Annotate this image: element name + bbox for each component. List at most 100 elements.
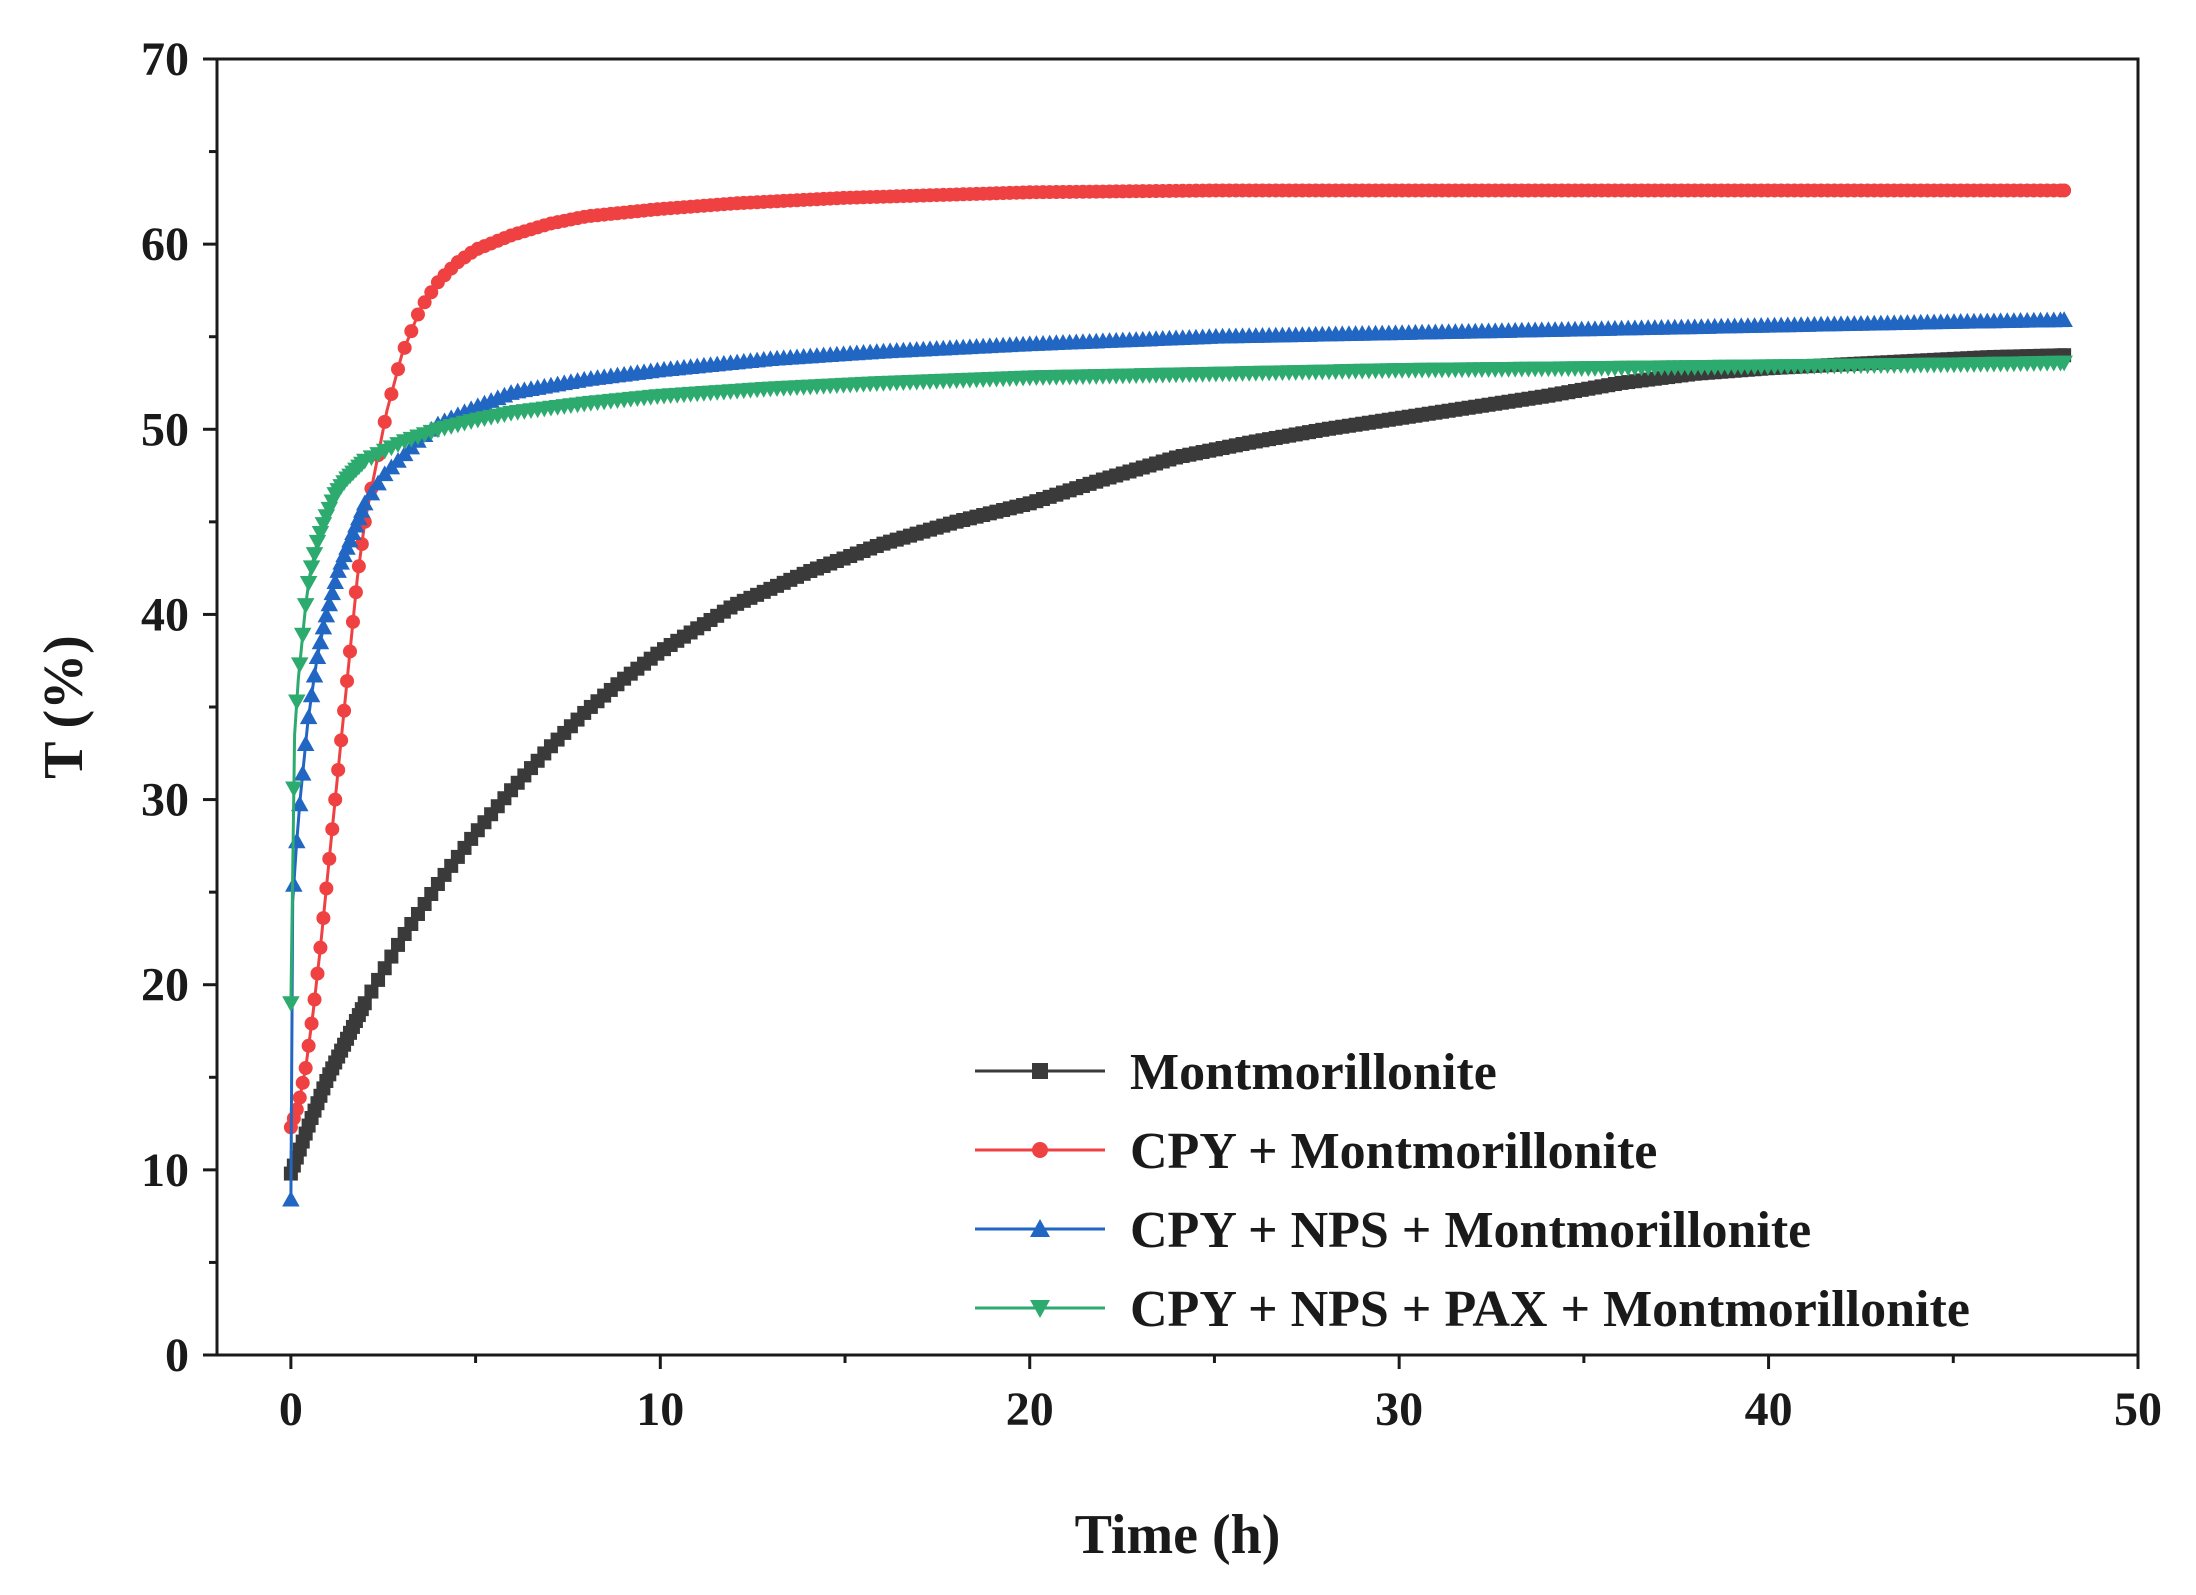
data-point xyxy=(334,733,349,748)
data-point xyxy=(307,992,322,1007)
series-2 xyxy=(283,183,2072,1135)
legend: Montmorillonite CPY + Montmorillonite CPY … xyxy=(975,1044,1970,1338)
data-point xyxy=(320,595,339,612)
data-point xyxy=(404,324,419,339)
data-point xyxy=(371,972,386,987)
data-point xyxy=(319,881,334,896)
data-point xyxy=(291,795,309,812)
data-point xyxy=(345,614,360,629)
data-point xyxy=(348,585,363,600)
data-point xyxy=(316,911,331,926)
data-point xyxy=(305,547,324,563)
data-point xyxy=(391,937,406,952)
y-tick-label-0: 0 xyxy=(165,1329,189,1382)
legend-item-3: CPY + NPS + Montmorillonite xyxy=(975,1202,1811,1259)
data-point xyxy=(304,1016,319,1031)
y-tick-label-60: 60 xyxy=(141,218,189,271)
data-point xyxy=(331,762,346,777)
data-point xyxy=(329,562,347,578)
data-point xyxy=(302,686,321,703)
data-point xyxy=(311,633,330,650)
y-tick-label-10: 10 xyxy=(141,1144,189,1197)
legend-item-4: CPY + NPS + PAX + Montmorillonite xyxy=(975,1281,1970,1338)
data-point xyxy=(340,674,355,689)
data-point xyxy=(357,996,372,1011)
legend-marker-4 xyxy=(1030,1300,1050,1318)
legend-item-2: CPY + Montmorillonite xyxy=(975,1123,1657,1180)
legend-label-4: CPY + NPS + PAX + Montmorillonite xyxy=(1130,1281,1970,1338)
data-point xyxy=(295,1075,310,1090)
x-tick-label-40: 40 xyxy=(1745,1383,1793,1436)
legend-label-3: CPY + NPS + Montmorillonite xyxy=(1130,1202,1811,1259)
data-point xyxy=(410,307,425,322)
data-point xyxy=(424,285,439,300)
data-point xyxy=(351,559,366,574)
legend-marker-1 xyxy=(1032,1063,1048,1079)
data-point xyxy=(299,708,318,725)
data-point xyxy=(377,414,392,429)
data-point xyxy=(296,598,315,614)
data-point xyxy=(310,966,325,981)
x-axis-title: Time (h) xyxy=(1075,1504,1281,1566)
data-point xyxy=(291,657,309,674)
data-point xyxy=(314,618,333,635)
x-tick-label-20: 20 xyxy=(1006,1383,1054,1436)
axes-layer: 0 10 20 30 40 50 0 10 20 30 40 50 60 70 xyxy=(141,33,2162,1436)
data-point xyxy=(337,703,352,718)
data-point xyxy=(323,584,342,601)
data-point xyxy=(285,781,303,798)
data-point xyxy=(313,940,328,955)
data-point xyxy=(369,474,387,491)
series-3 xyxy=(282,311,2073,1207)
y-tick-label-70: 70 xyxy=(141,33,189,86)
legend-marker-2 xyxy=(1032,1142,1048,1158)
series-4 xyxy=(282,355,2073,1012)
data-point xyxy=(325,822,340,837)
y-tick-label-20: 20 xyxy=(141,959,189,1012)
x-tick-label-50: 50 xyxy=(2114,1383,2162,1436)
data-point xyxy=(362,484,381,501)
data-point xyxy=(282,1190,300,1207)
data-point xyxy=(397,340,412,355)
data-point xyxy=(322,851,337,866)
data-point xyxy=(302,560,321,577)
data-point xyxy=(364,984,379,999)
data-point xyxy=(384,387,399,402)
data-point xyxy=(317,606,336,623)
data-point xyxy=(391,362,406,377)
data-point xyxy=(298,1061,313,1076)
legend-marker-3 xyxy=(1030,1219,1050,1237)
data-point xyxy=(2057,183,2072,198)
legend-item-1: Montmorillonite xyxy=(975,1044,1497,1101)
data-point xyxy=(299,575,318,592)
data-point xyxy=(293,764,312,781)
data-point xyxy=(342,644,357,659)
x-tick-label-30: 30 xyxy=(1375,1383,1423,1436)
data-point xyxy=(296,735,315,752)
data-point xyxy=(293,627,312,644)
data-point xyxy=(292,1090,307,1105)
series-layer xyxy=(282,183,2073,1207)
data-point xyxy=(417,295,432,310)
data-point xyxy=(288,832,306,849)
data-point xyxy=(326,573,344,590)
y-tick-label-50: 50 xyxy=(141,403,189,456)
data-point xyxy=(2055,311,2073,328)
data-point xyxy=(328,792,343,807)
data-point xyxy=(377,961,392,976)
y-axis-title: T (%) xyxy=(33,635,95,779)
data-point xyxy=(282,996,300,1012)
data-point xyxy=(289,1102,304,1117)
data-point xyxy=(2055,355,2073,372)
data-point xyxy=(301,1038,316,1053)
x-tick-label-0: 0 xyxy=(279,1383,303,1436)
data-point xyxy=(305,666,324,683)
data-point xyxy=(384,949,399,964)
data-point xyxy=(288,694,306,711)
data-point xyxy=(354,537,369,552)
y-tick-label-40: 40 xyxy=(141,588,189,641)
data-point xyxy=(308,648,327,665)
legend-label-2: CPY + Montmorillonite xyxy=(1130,1123,1657,1180)
data-point xyxy=(356,494,374,511)
